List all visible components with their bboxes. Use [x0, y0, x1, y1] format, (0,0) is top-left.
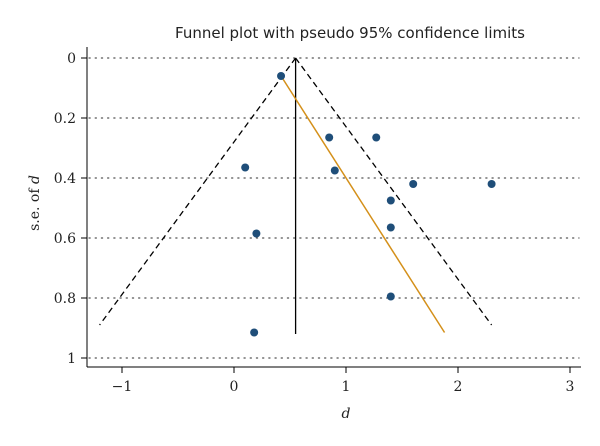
axes [81, 47, 581, 373]
data-point [487, 180, 496, 188]
data-point [277, 72, 286, 80]
x-tick-label: 2 [454, 379, 463, 395]
data-point [372, 133, 381, 142]
x-tick-label: −1 [112, 379, 133, 395]
data-point [386, 292, 395, 301]
confidence-limit-right [295, 57, 493, 326]
data-point [386, 196, 395, 205]
y-tick-label: 0.8 [54, 291, 76, 307]
data-point [250, 328, 259, 337]
regression-line [280, 75, 446, 333]
data-points [241, 72, 496, 337]
y-tick-label: 1 [67, 351, 76, 367]
x-axis-label: d [342, 406, 351, 422]
y-axis-label-prefix: s.e. of [27, 184, 43, 231]
y-axis-label: s.e. of d [27, 175, 43, 231]
y-tick-label: 0 [67, 51, 76, 67]
y-tick-label: 0.6 [54, 231, 76, 247]
x-tick-label: 1 [342, 379, 351, 395]
y-axis-label-variable: d [27, 175, 43, 184]
grid-lines [88, 57, 580, 359]
data-point [241, 163, 250, 172]
confidence-limit-left [99, 57, 297, 326]
y-tick-label: 0.4 [54, 171, 76, 187]
tick-labels: 0 0.2 0.4 0.6 0.8 1 −1 0 1 2 3 [54, 51, 575, 395]
y-tick-label: 0.2 [54, 111, 76, 127]
chart-title: Funnel plot with pseudo 95% confidence l… [175, 24, 525, 42]
data-point [386, 223, 395, 232]
data-point [409, 180, 418, 188]
data-point [325, 133, 334, 142]
data-point [252, 229, 261, 238]
data-point [330, 166, 339, 175]
x-tick-label: 3 [566, 379, 575, 395]
plot-lines [99, 57, 493, 334]
x-tick-label: 0 [230, 379, 239, 395]
